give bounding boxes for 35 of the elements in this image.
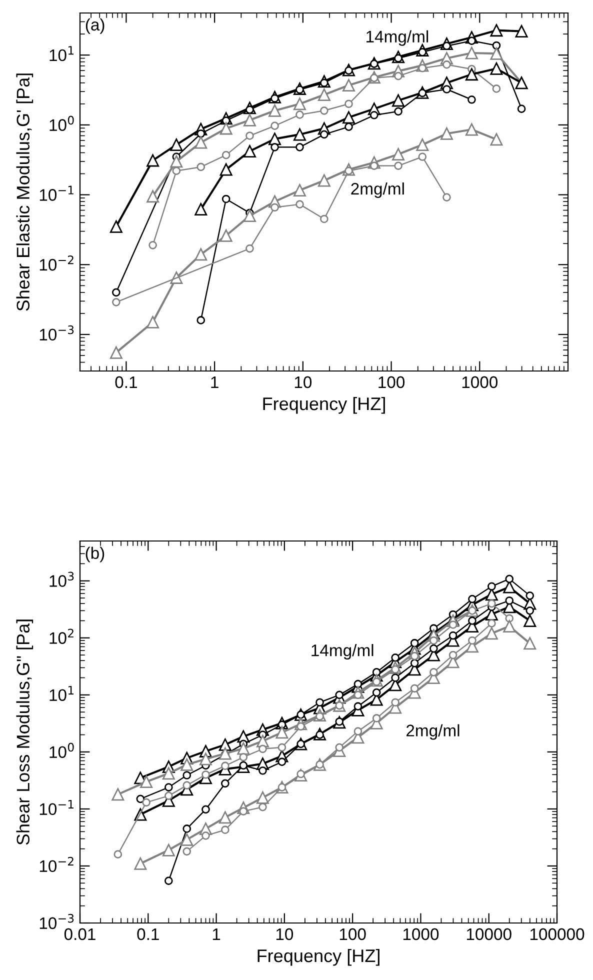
y-axis-title: Shear Elastic Modulus,G' [Pa] (16, 74, 34, 311)
x-tick-label: 0.01 (64, 928, 96, 940)
y-axis-title: Shear Loss Modulus,G" [Pa] (16, 620, 34, 845)
annotation: 14mg/ml (366, 30, 428, 46)
y-tick-label: 10$^{3}$ (50, 572, 74, 587)
x-tick-label: 1 (211, 376, 218, 388)
y-tick-label: 10$^{0}$ (50, 116, 74, 131)
x-tick-label: 10000 (466, 928, 512, 940)
y-tick-label: 10$^{−2}$ (40, 856, 74, 872)
y-tick-label: 10$^{1}$ (50, 46, 74, 62)
y-tick-label: 10$^{1}$ (50, 686, 74, 701)
x-tick-label: 1 (212, 928, 220, 940)
x-tick-label: 10 (276, 928, 294, 940)
x-tick-label: 100 (340, 928, 366, 940)
x-tick-label: 100 (378, 376, 405, 388)
annotation: 2mg/ml (406, 724, 460, 740)
annotation: (b) (86, 546, 104, 562)
y-tick-label: 10$^{2}$ (50, 628, 74, 644)
annotation: (a) (86, 18, 104, 34)
y-tick-label: 10$^{−2}$ (40, 255, 74, 271)
x-tick-label: 1000 (462, 376, 498, 388)
annotation: 2mg/ml (351, 182, 404, 198)
x-tick-label: 100000 (530, 928, 584, 940)
x-tick-label: 0.1 (115, 376, 137, 388)
x-tick-label: 10 (294, 376, 312, 388)
x-tick-label: 0.1 (137, 928, 159, 940)
y-tick-label: 10$^{−1}$ (40, 800, 74, 816)
x-axis-title: Frequency [HZ] (263, 396, 385, 414)
x-axis-title: Frequency [HZ] (258, 948, 380, 966)
y-tick-label: 10$^{0}$ (50, 742, 74, 758)
y-tick-label: 10$^{−3}$ (40, 914, 74, 930)
y-tick-label: 10$^{−3}$ (40, 325, 74, 341)
y-tick-label: 10$^{−1}$ (40, 186, 74, 201)
x-tick-label: 1000 (403, 928, 439, 940)
annotation: 14mg/ml (312, 644, 374, 660)
